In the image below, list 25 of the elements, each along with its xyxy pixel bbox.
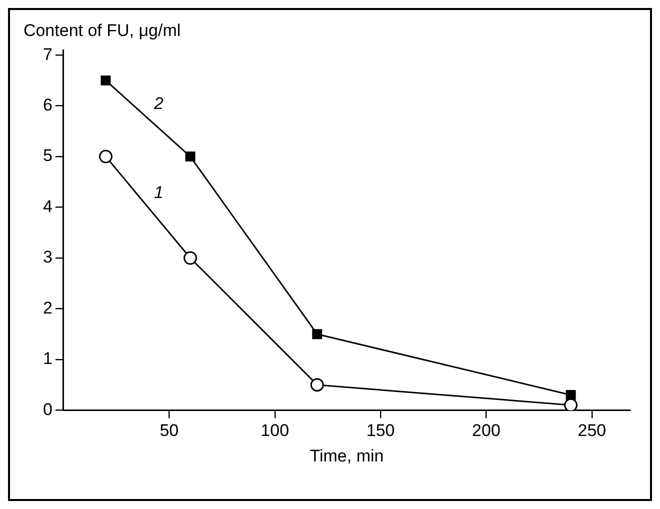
point (310, 378, 324, 392)
x-tick-label: 100 (260, 421, 290, 440)
y-tick-label: 1 (42, 349, 52, 368)
y-tick-label: 2 (42, 298, 52, 318)
point (98, 150, 112, 164)
y-tick-label: 5 (42, 146, 52, 166)
point (185, 152, 196, 162)
point (564, 398, 578, 410)
x-tick-label: 250 (578, 421, 606, 440)
y-tick-label: 6 (42, 95, 52, 114)
point (184, 251, 198, 265)
y-tick-label: 3 (42, 248, 52, 267)
x-tick-label: 50 (160, 421, 179, 440)
x-tick-label: 150 (366, 421, 395, 440)
x-tick-label: 200 (472, 421, 500, 440)
y-axis-title: Content of FU, μg/ml (23, 21, 181, 40)
point (566, 390, 576, 400)
y-tick-label: 0 (42, 400, 52, 419)
y-tick-label: 4 (42, 196, 52, 216)
y-tick-label: 7 (42, 44, 52, 64)
point (100, 75, 111, 86)
series-label: 2 (153, 94, 164, 114)
series-label: 1 (154, 183, 164, 202)
x-axis-title: Time, min (310, 446, 384, 466)
point (312, 329, 322, 340)
